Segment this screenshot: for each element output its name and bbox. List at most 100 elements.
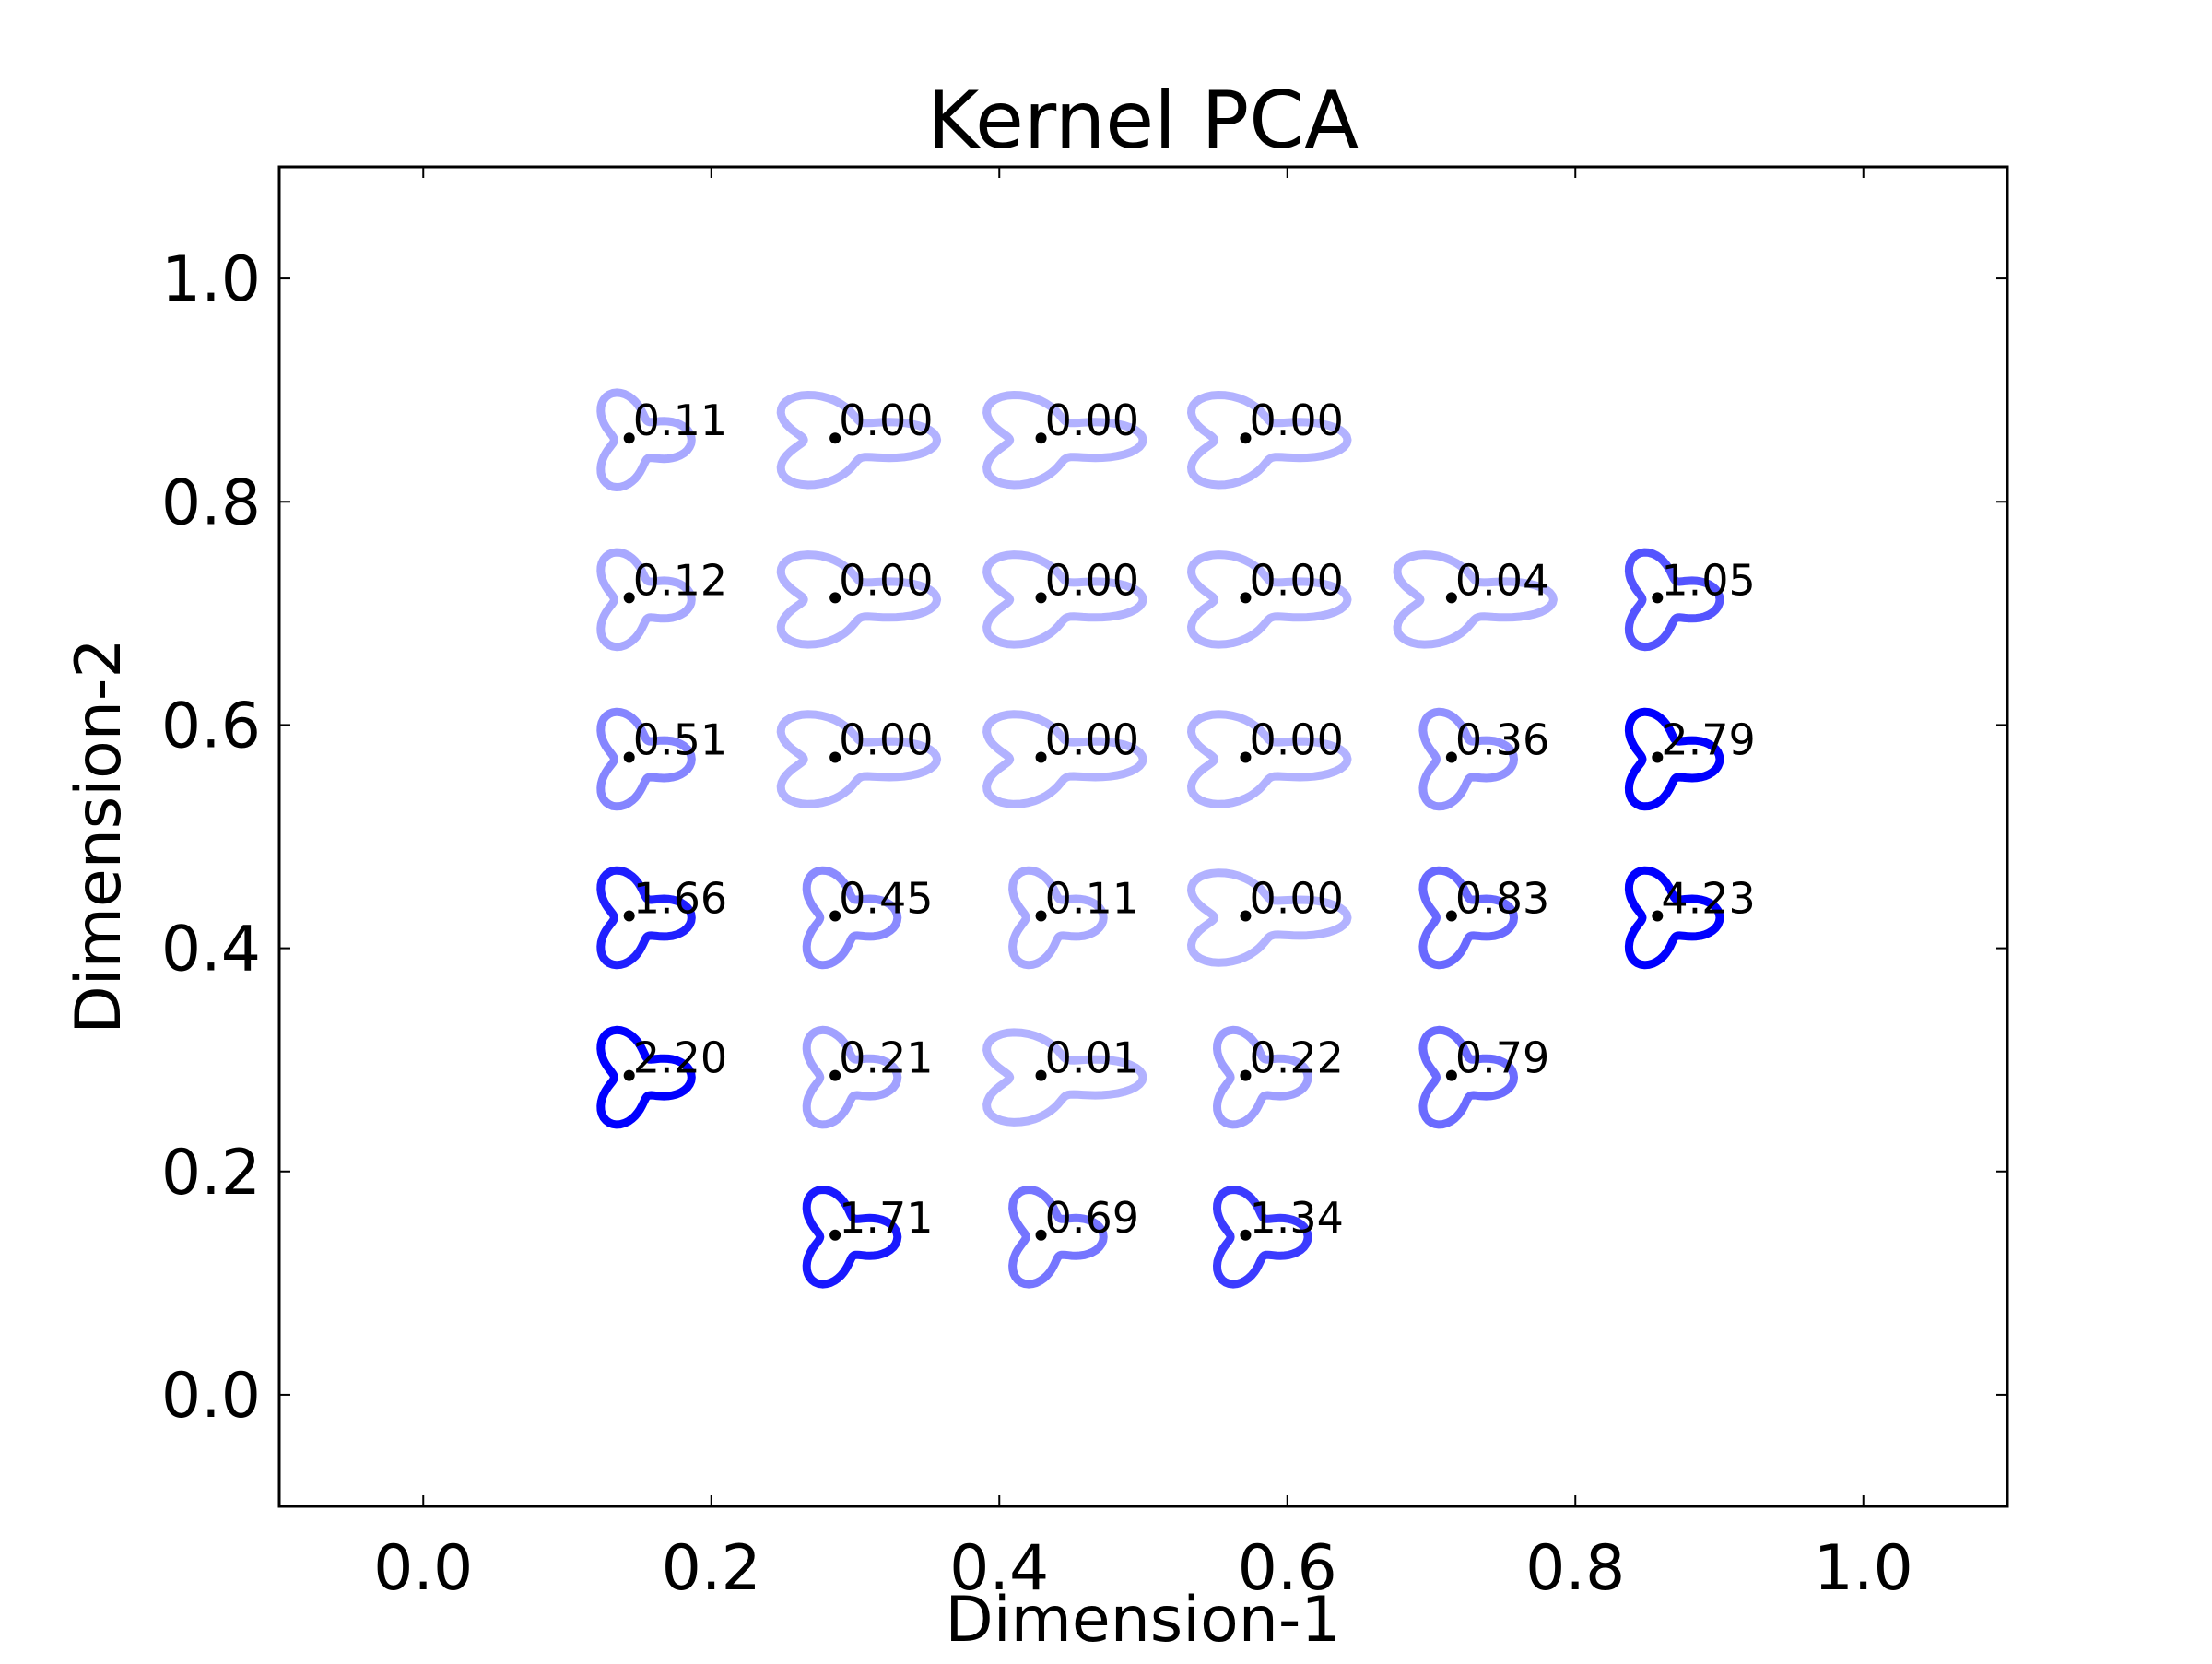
data-label: 4.23	[1661, 873, 1755, 923]
shape-outline	[1624, 707, 1724, 811]
data-point	[1652, 592, 1664, 604]
data-label: 1.66	[633, 873, 727, 923]
shape-outline	[1418, 866, 1518, 970]
data-point	[1035, 910, 1047, 922]
y-axis-label: Dimension-2	[63, 638, 135, 1033]
shape-outline	[982, 1028, 1147, 1127]
data-point	[1240, 751, 1252, 763]
shape-outline	[1187, 391, 1352, 490]
data-point	[830, 592, 841, 604]
x-axis-label: Dimension-1	[945, 1584, 1340, 1657]
x-tick-label: 0.4	[949, 1532, 1049, 1605]
x-tick-label: 0.8	[1525, 1532, 1625, 1605]
data-point	[830, 1229, 841, 1241]
data-point	[1240, 910, 1252, 922]
shape-outline	[1008, 1186, 1108, 1289]
data-point	[1240, 432, 1252, 444]
data-label: 0.00	[839, 715, 933, 765]
data-point	[1035, 1069, 1047, 1081]
data-label: 2.20	[633, 1033, 727, 1083]
data-point	[623, 751, 635, 763]
data-label: 0.51	[633, 715, 727, 765]
shapes-layer	[596, 388, 1724, 1289]
data-labels-layer: 0.11 0.00 0.00 0.00 0.12 0.00 0.00 0.00 0.04 1.05…	[633, 395, 1756, 1243]
data-point	[623, 592, 635, 604]
data-point	[830, 432, 841, 444]
shape-outline	[596, 388, 696, 491]
x-tick-label: 0.0	[373, 1532, 473, 1605]
data-label: 0.01	[1045, 1033, 1139, 1083]
data-point	[1035, 1229, 1047, 1241]
data-label: 0.00	[1249, 555, 1343, 605]
data-label: 2.79	[1661, 715, 1755, 765]
data-label: 0.12	[633, 555, 727, 605]
data-label: 0.04	[1455, 555, 1549, 605]
shape-outline	[982, 550, 1147, 649]
data-point	[623, 910, 635, 922]
data-point	[1445, 910, 1457, 922]
y-tick-label: 0.6	[161, 690, 261, 762]
shape-outline	[1187, 710, 1352, 808]
y-tick-label: 0.2	[161, 1137, 261, 1210]
data-label: 0.11	[1045, 873, 1139, 923]
shape-outline	[776, 710, 942, 808]
shape-outline	[596, 548, 696, 652]
data-label: 0.00	[1045, 555, 1139, 605]
data-point	[830, 1069, 841, 1081]
data-point	[1652, 751, 1664, 763]
data-point	[623, 432, 635, 444]
shape-outline	[802, 1186, 902, 1289]
chart-title: Kernel PCA	[927, 75, 1359, 167]
data-label: 0.00	[1045, 715, 1139, 765]
data-label: 0.00	[1249, 715, 1343, 765]
shape-outline	[802, 866, 902, 970]
shape-outline	[1213, 1186, 1312, 1289]
shape-outline	[1624, 548, 1724, 652]
data-label: 0.79	[1455, 1033, 1549, 1083]
shape-outline	[1008, 866, 1108, 970]
data-point	[830, 751, 841, 763]
data-label: 0.11	[633, 395, 727, 445]
data-label: 0.22	[1249, 1033, 1343, 1083]
shape-outline	[982, 391, 1147, 490]
shape-outline	[596, 1025, 696, 1129]
shape-outline	[1213, 1025, 1312, 1129]
data-point	[1445, 751, 1457, 763]
data-point	[1445, 592, 1457, 604]
data-point	[1240, 1069, 1252, 1081]
data-point	[1035, 751, 1047, 763]
data-point	[1035, 432, 1047, 444]
data-label: 0.00	[1249, 395, 1343, 445]
data-point	[1240, 592, 1252, 604]
data-label: 0.00	[839, 555, 933, 605]
data-label: 1.34	[1249, 1193, 1343, 1243]
shape-outline	[1418, 1025, 1518, 1129]
plot-frame	[277, 165, 2009, 1508]
shape-outline	[1187, 868, 1352, 967]
data-label: 0.00	[1045, 395, 1139, 445]
data-point	[1035, 592, 1047, 604]
x-tick-label: 0.2	[662, 1532, 761, 1605]
shape-outline	[596, 866, 696, 970]
data-label: 0.45	[839, 873, 933, 923]
data-label: 0.69	[1045, 1193, 1139, 1243]
y-tick-label: 0.0	[161, 1360, 261, 1433]
shape-outline	[596, 707, 696, 811]
shape-outline	[1393, 550, 1558, 649]
shape-outline	[1624, 866, 1724, 970]
data-point	[1445, 1069, 1457, 1081]
data-label: 0.21	[839, 1033, 933, 1083]
data-point	[1240, 1229, 1252, 1241]
shape-outline	[776, 391, 942, 490]
y-tick-label: 1.0	[161, 243, 261, 316]
x-tick-label: 1.0	[1814, 1532, 1913, 1605]
shape-outline	[802, 1025, 902, 1129]
shape-outline	[1418, 707, 1518, 811]
data-point	[623, 1069, 635, 1081]
y-tick-label: 0.8	[161, 466, 261, 539]
data-point	[830, 910, 841, 922]
data-label: 1.05	[1661, 555, 1755, 605]
y-tick-label: 0.4	[161, 914, 261, 986]
